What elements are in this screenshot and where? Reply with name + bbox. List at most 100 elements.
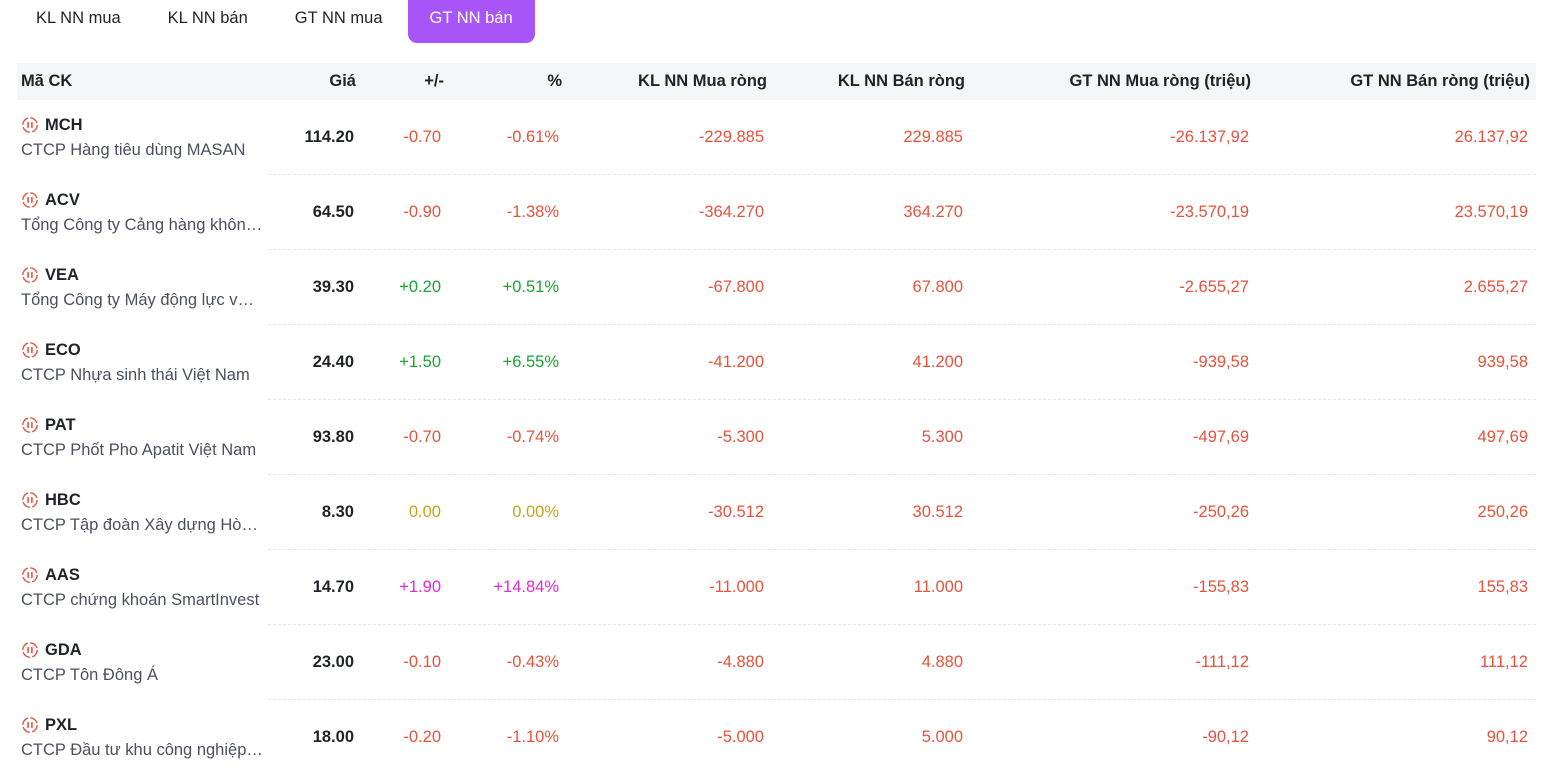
table-row[interactable]: PXL CTCP Đầu tư khu công nghiệp Dầu khí L… — [17, 700, 1536, 772]
live-signal-icon — [22, 567, 38, 583]
percent-cell: -1.38% — [506, 203, 559, 221]
price-cell: 114.20 — [304, 128, 354, 146]
company-name: Tổng Công ty Cảng hàng không Việt Nam — [21, 216, 263, 234]
stock-code-line: VEA — [21, 264, 266, 286]
stock-code[interactable]: VEA — [45, 265, 79, 284]
gt-buy-cell: -2.655,27 — [1179, 278, 1249, 296]
header-percent[interactable]: % — [547, 72, 562, 90]
stock-code-line: MCH — [21, 114, 266, 136]
header-change[interactable]: +/- — [424, 72, 444, 90]
percent-cell: +0.51% — [502, 278, 559, 296]
header-gt-sell[interactable]: GT NN Bán ròng (triệu) — [1350, 72, 1530, 90]
kl-sell-cell: 5.000 — [921, 728, 963, 746]
header-code[interactable]: Mã CK — [21, 72, 73, 90]
stock-code-line: ACV — [21, 189, 266, 211]
stock-code-cell[interactable]: ECO CTCP Nhựa sinh thái Việt Nam — [21, 339, 266, 387]
percent-cell: 0.00% — [512, 503, 559, 521]
percent-cell: -0.61% — [506, 128, 559, 146]
change-cell: -0.10 — [403, 653, 441, 671]
table-row[interactable]: PAT CTCP Phốt Pho Apatit Việt Nam 93.80 -0.… — [17, 400, 1536, 475]
table-row[interactable]: HBC CTCP Tập đoàn Xây dựng Hòa Bình 8.30 0.… — [17, 475, 1536, 550]
kl-sell-cell: 4.880 — [921, 653, 963, 671]
stock-code-cell[interactable]: VEA Tổng Công ty Máy động lực và Máy nông… — [21, 264, 266, 312]
table-body: MCH CTCP Hàng tiêu dùng MASAN 114.20 -0.70 -… — [17, 100, 1536, 772]
change-cell: +0.20 — [399, 278, 441, 296]
stock-code[interactable]: PAT — [45, 415, 76, 434]
live-signal-icon — [22, 117, 38, 133]
stock-code-line: GDA — [21, 639, 266, 661]
gt-buy-cell: -497,69 — [1193, 428, 1249, 446]
kl-sell-cell: 67.800 — [912, 278, 963, 296]
percent-cell: -0.74% — [506, 428, 559, 446]
stock-code[interactable]: MCH — [45, 115, 83, 134]
stock-code-cell[interactable]: AAS CTCP chứng khoán SmartInvest — [21, 564, 266, 612]
percent-cell: -1.10% — [506, 728, 559, 746]
table-row[interactable]: VEA Tổng Công ty Máy động lực và Máy nông… — [17, 250, 1536, 325]
tab-gt-nn-mua[interactable]: GT NN mua — [294, 9, 383, 27]
gt-sell-cell: 939,58 — [1477, 353, 1528, 371]
company-name: CTCP Tôn Đông Á — [21, 666, 158, 684]
header-kl-buy[interactable]: KL NN Mua ròng — [638, 72, 767, 90]
change-cell: +1.50 — [399, 353, 441, 371]
kl-sell-cell: 11.000 — [913, 578, 963, 596]
kl-buy-cell: -5.300 — [717, 428, 764, 446]
kl-buy-cell: -229.885 — [698, 128, 764, 146]
gt-buy-cell: -90,12 — [1202, 728, 1249, 746]
stock-code-line: PXL — [21, 714, 266, 736]
stock-code[interactable]: GDA — [45, 640, 82, 659]
price-cell: 8.30 — [321, 503, 354, 521]
live-signal-icon — [22, 342, 38, 358]
table-row[interactable]: GDA CTCP Tôn Đông Á 23.00 -0.10 -0.43% -4.880… — [17, 625, 1536, 700]
tab-gt-nn-ban[interactable]: GT NN bán — [407, 0, 535, 43]
stock-code[interactable]: ACV — [45, 190, 80, 209]
stock-code-cell[interactable]: PXL CTCP Đầu tư khu công nghiệp Dầu khí L… — [21, 714, 266, 762]
company-name: CTCP Hàng tiêu dùng MASAN — [21, 141, 246, 159]
stock-code[interactable]: HBC — [45, 490, 81, 509]
tab-kl-nn-mua[interactable]: KL NN mua — [36, 9, 121, 27]
gt-sell-cell: 111,12 — [1479, 653, 1528, 671]
stock-code-line: AAS — [21, 564, 266, 586]
kl-sell-cell: 229.885 — [903, 128, 963, 146]
stock-code-cell[interactable]: HBC CTCP Tập đoàn Xây dựng Hòa Bình — [21, 489, 266, 537]
header-kl-sell[interactable]: KL NN Bán ròng — [837, 72, 965, 90]
change-cell: -0.20 — [403, 728, 441, 746]
gt-buy-cell: -939,58 — [1193, 353, 1249, 371]
header-price[interactable]: Giá — [329, 72, 356, 90]
stock-code-cell[interactable]: PAT CTCP Phốt Pho Apatit Việt Nam — [21, 414, 266, 462]
kl-buy-cell: -11.000 — [709, 578, 764, 596]
stock-code[interactable]: ECO — [45, 340, 81, 359]
stock-code-line: HBC — [21, 489, 266, 511]
kl-sell-cell: 364.270 — [903, 203, 963, 221]
price-cell: 14.70 — [312, 578, 354, 596]
header-gt-buy[interactable]: GT NN Mua ròng (triệu) — [1069, 72, 1251, 90]
kl-buy-cell: -5.000 — [717, 728, 764, 746]
price-cell: 64.50 — [312, 203, 354, 221]
kl-sell-cell: 41.200 — [912, 353, 963, 371]
gt-sell-cell: 2.655,27 — [1463, 278, 1528, 296]
table-header: Mã CK Giá +/- % KL NN Mua ròng KL NN Bán… — [17, 63, 1536, 100]
table-row[interactable]: ECO CTCP Nhựa sinh thái Việt Nam 24.40 +1.5… — [17, 325, 1536, 400]
company-name: CTCP Nhựa sinh thái Việt Nam — [21, 366, 250, 384]
table-row[interactable]: MCH CTCP Hàng tiêu dùng MASAN 114.20 -0.70 -… — [17, 100, 1536, 175]
table-row[interactable]: ACV Tổng Công ty Cảng hàng không Việt Nam… — [17, 175, 1536, 250]
gt-sell-cell: 155,83 — [1477, 578, 1528, 596]
gt-buy-cell: -23.570,19 — [1170, 203, 1249, 221]
stock-code-cell[interactable]: MCH CTCP Hàng tiêu dùng MASAN — [21, 114, 266, 162]
stock-code-line: ECO — [21, 339, 266, 361]
live-signal-icon — [22, 717, 38, 733]
live-signal-icon — [22, 417, 38, 433]
tab-kl-nn-ban[interactable]: KL NN bán — [167, 9, 248, 27]
stock-code[interactable]: PXL — [45, 715, 78, 734]
stock-code[interactable]: AAS — [45, 565, 80, 584]
kl-buy-cell: -4.880 — [717, 653, 764, 671]
stock-code-cell[interactable]: ACV Tổng Công ty Cảng hàng không Việt Nam — [21, 189, 266, 237]
price-cell: 39.30 — [312, 278, 354, 296]
stock-code-cell[interactable]: GDA CTCP Tôn Đông Á — [21, 639, 266, 687]
percent-cell: +14.84% — [493, 578, 559, 596]
gt-buy-cell: -250,26 — [1193, 503, 1249, 521]
live-signal-icon — [22, 267, 38, 283]
change-cell: +1.90 — [399, 578, 441, 596]
live-signal-icon — [22, 642, 38, 658]
table-row[interactable]: AAS CTCP chứng khoán SmartInvest 14.70 +1.9… — [17, 550, 1536, 625]
tab-bar: KL NN mua KL NN bán GT NN mua GT NN bán — [14, 0, 538, 44]
